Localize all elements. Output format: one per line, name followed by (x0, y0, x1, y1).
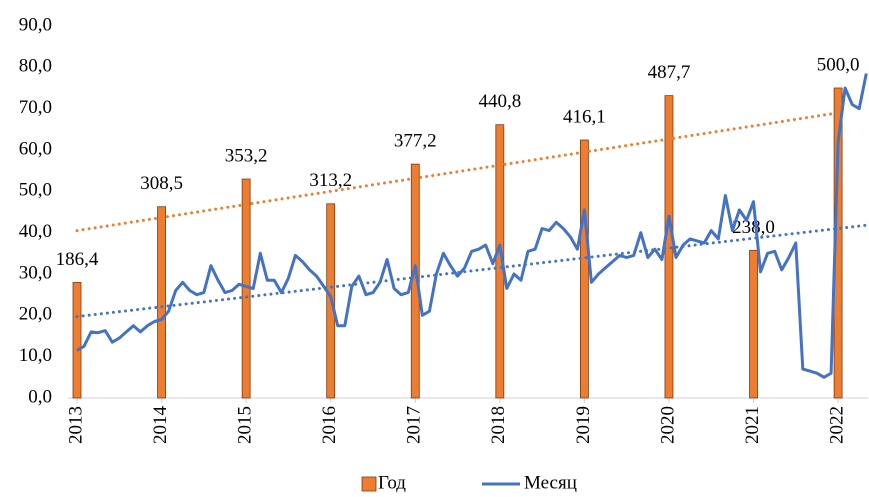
data-label: 440,8 (478, 91, 521, 112)
x-tick-label: 2017 (404, 406, 425, 444)
x-tick-label: 2021 (742, 406, 763, 444)
data-label: 313,2 (309, 170, 352, 191)
data-label: 308,5 (140, 173, 183, 194)
legend-label: Месяц (524, 472, 577, 493)
y-tick-label: 90,0 (19, 14, 52, 35)
y-tick-label: 0,0 (28, 386, 52, 407)
trend-line (75, 223, 868, 319)
x-tick-label: 2020 (657, 406, 678, 444)
data-label: 500,0 (817, 54, 860, 75)
data-label: 353,2 (225, 145, 268, 166)
y-tick-label: 70,0 (19, 97, 52, 118)
x-tick-label: 2015 (234, 406, 255, 444)
x-tick-label: 2019 (573, 406, 594, 444)
y-tick-label: 40,0 (19, 221, 52, 242)
bar (579, 139, 589, 399)
bar (749, 250, 758, 399)
y-tick-label: 30,0 (19, 262, 52, 283)
data-label: 238,0 (732, 217, 775, 238)
data-label: 416,1 (563, 106, 606, 127)
trend-line (75, 111, 840, 233)
data-label: 186,4 (56, 249, 99, 270)
y-tick-label: 60,0 (19, 138, 52, 159)
x-tick-label: 2022 (826, 406, 847, 444)
x-tick-label: 2018 (488, 406, 509, 444)
x-tick-label: 2016 (319, 406, 340, 444)
data-label: 487,7 (648, 62, 691, 83)
data-label: 377,2 (394, 130, 437, 151)
line (76, 73, 868, 379)
legend-label: Год (378, 472, 406, 493)
bar (157, 206, 166, 399)
legend-swatch (361, 476, 377, 492)
y-tick-label: 10,0 (19, 345, 52, 366)
x-tick-label: 2013 (65, 406, 86, 444)
x-tick-label: 2014 (150, 406, 171, 445)
y-tick-label: 80,0 (19, 56, 52, 77)
bar (72, 282, 82, 399)
y-tick-label: 50,0 (19, 180, 52, 201)
y-tick-label: 20,0 (19, 304, 52, 325)
